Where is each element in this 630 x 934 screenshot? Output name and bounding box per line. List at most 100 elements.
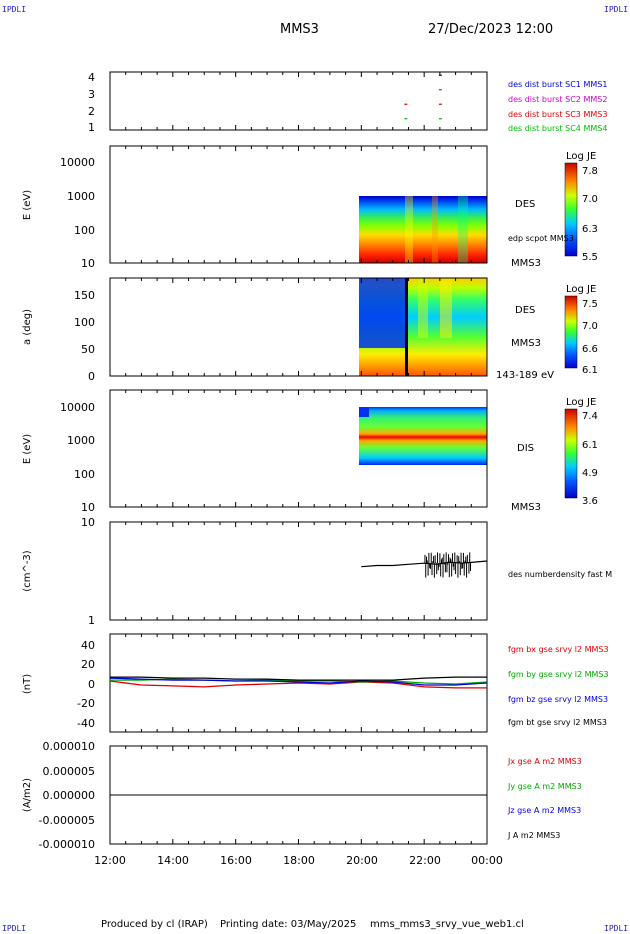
corner-label-top-right: IPDLI [604,5,629,14]
panel6-ytick-0: 0 [88,678,95,691]
panel-dis-energy: 10000 1000 100 10 E (eV) [22,389,488,514]
panel-des-pitch-angle: 150 100 50 0 a (deg) [22,277,488,383]
panel7-ytick-0: 0.000000 [43,789,96,802]
footer-printing-date: Printing date: 03/May/2025 [220,919,357,930]
panel7-ytick-neg10: -0.000010 [39,838,95,851]
panel4-ylabel: E (eV) [22,434,33,464]
panel4-ytick-100: 100 [74,468,95,481]
dis-energy-spectrogram [359,407,487,465]
magnetic-field-line [109,680,487,689]
date-time: 27/Dec/2023 12:00 [428,22,554,37]
panel-density: 10 1 (cm^-3) [22,516,488,627]
legend-sc1: des dist burst SC1 MMS1 [508,80,608,89]
des-energy-streak [405,196,413,263]
panel2-instrument-label: DES [515,199,536,210]
colorbar-des-energy-tick: 5.5 [582,252,598,263]
panel5-ytick-1: 1 [88,614,95,627]
xtick-1400: 14:00 [157,854,189,867]
panel3-ytick-150: 150 [74,289,95,302]
legend-density: des numberdensity fast M [508,570,613,579]
panel5-frame [109,521,488,621]
legend-j: J A m2 MMS3 [508,831,561,840]
panel4-ytick-10: 10 [81,501,95,514]
xtick-1800: 18:00 [283,854,315,867]
footer-producer: Produced by cl (IRAP) [101,919,208,930]
colorbar-dis-energy-tick: 3.6 [582,496,598,507]
colorbar-des-energy-title: Log JE [566,151,596,162]
panel2-ytick-100: 100 [74,224,95,237]
panel4-ytick-1000: 1000 [67,434,95,447]
panel3-ytick-100: 100 [74,316,95,329]
colorbar-des-energy-tick: 6.3 [582,224,598,235]
legend-bz: fgm bz gse srvy l2 MMS3 [508,695,609,704]
colorbar-des-pitch-title: Log JE [566,284,596,295]
panel4-ytick-10000: 10000 [60,401,95,414]
legend-bt: fgm bt gse srvy l2 MMS3 [508,718,607,727]
panel-burst-availability: 4 3 2 1 [88,71,488,134]
panel3-instrument-label: DES [515,305,536,316]
legend-jz: Jz gse A m2 MMS3 [508,806,582,815]
panel2-ytick-10: 10 [81,257,95,270]
panel4-instrument-label: DIS [517,443,534,454]
dis-energy-patch [359,407,369,417]
panel3-ytick-50: 50 [81,343,95,356]
panel6-ylabel: (nT) [22,674,33,694]
legend-sc3: des dist burst SC3 MMS3 [508,110,608,119]
corner-label-bottom-left: IPDLI [2,924,27,933]
panel1-burst-marks [404,74,442,120]
panel1-ytick-1: 1 [88,121,95,134]
colorbar-dis-energy-tick: 6.1 [582,440,598,451]
colorbar-dis-energy-tick: 4.9 [582,468,598,479]
panel6-ytick-20: 20 [81,658,95,671]
footer-script-name: mms_mms3_srvy_vue_web1.cl [370,919,524,930]
panel1-ytick-2: 2 [88,105,95,118]
magnetic-field-series [109,676,488,689]
des-pitch-streak [440,278,452,338]
magnetic-field-line [110,676,487,681]
x-axis-ticks [109,72,488,844]
panel7-ytick-pos10: 0.000010 [43,740,96,753]
panel3-ylabel: a (deg) [22,309,33,345]
panel5-ytick-10: 10 [81,516,95,529]
panel7-ytick-neg5: -0.000005 [39,814,95,827]
density-series [361,552,488,578]
panel2-ylabel: E (eV) [22,190,33,220]
corner-label-bottom-right: IPDLI [604,924,629,933]
des-pitch-streak [418,278,428,338]
magnetic-field-line [110,678,488,685]
corner-label-top-left: IPDLI [2,5,27,14]
colorbar-des-pitch: Log JE 7.5 7.0 6.6 6.1 [564,284,598,376]
legend-sc2: des dist burst SC2 MMS2 [508,95,608,104]
panel-current-density: 0.000010 0.000005 0.000000 -0.000005 -0.… [22,740,488,851]
xtick-1200: 12:00 [94,854,126,867]
panel1-ytick-3: 3 [88,88,95,101]
xtick-0000: 00:00 [471,854,503,867]
colorbar-dis-energy-tick: 7.4 [582,411,598,422]
panel3-spacecraft-label: MMS3 [511,338,541,349]
density-line [361,560,488,568]
colorbar-des-pitch-bar [564,295,578,369]
panel-des-energy: 10000 1000 100 10 E (eV) [22,145,488,270]
magnetic-field-line [109,677,488,686]
des-energy-spectrogram [359,196,487,263]
des-pitch-gap [405,278,408,376]
mission-title: MMS3 [280,22,319,37]
des-energy-streak [458,196,468,263]
panel2-ytick-1000: 1000 [67,190,95,203]
panel3-ytick-0: 0 [88,370,95,383]
colorbar-des-pitch-tick: 6.6 [582,344,598,355]
panel2-overlay-label: edp scpot MMS3 [508,234,574,243]
legend-bx: fgm bx gse srvy l2 MMS3 [508,645,609,654]
panel6-ytick-m40: -40 [77,717,95,730]
legend-sc4: des dist burst SC4 MMS4 [508,124,608,133]
panel4-spacecraft-label: MMS3 [511,502,541,513]
colorbar-dis-energy: Log JE 7.4 6.1 4.9 3.6 [564,397,598,507]
legend-jy: Jy gse A m2 MMS3 [508,782,582,791]
panel-magnetic-field: 40 20 0 -20 -40 (nT) [22,633,488,733]
colorbar-des-energy: Log JE 7.8 7.0 6.3 5.5 [564,151,598,263]
colorbar-des-energy-bar [564,162,578,257]
xtick-2200: 22:00 [409,854,441,867]
panel7-ytick-pos5: 0.000005 [43,765,96,778]
panel6-ytick-m20: -20 [77,697,95,710]
